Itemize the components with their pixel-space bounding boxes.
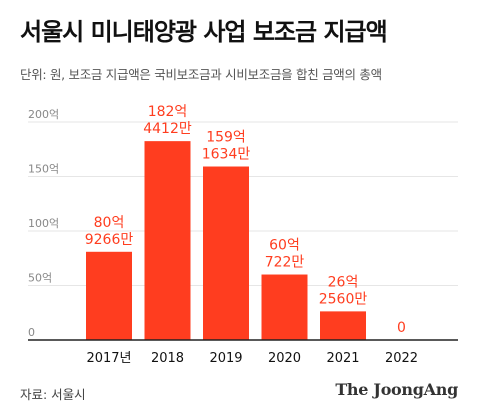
y-tick-label: 150억 — [28, 163, 59, 176]
data-label: 159억 — [206, 130, 246, 146]
bar — [261, 274, 308, 340]
x-tick-label: 2022 — [385, 351, 418, 366]
data-label: 26억 — [328, 274, 359, 290]
bar — [144, 141, 191, 340]
x-tick-label: 2021 — [326, 351, 359, 366]
data-label: 4412만 — [143, 121, 192, 137]
x-tick-label: 2020 — [268, 351, 301, 366]
chart-title: 서울시 미니태양광 사업 보조금 지급액 — [20, 18, 388, 46]
data-label: 0 — [397, 320, 406, 336]
data-label: 1634만 — [202, 147, 251, 163]
y-tick-label: 0 — [28, 326, 35, 339]
data-label: 80억 — [94, 215, 125, 231]
data-label: 2560만 — [319, 291, 368, 307]
data-label: 722만 — [265, 255, 305, 271]
y-tick-label: 100억 — [28, 217, 59, 230]
x-tick-label: 2017년 — [86, 351, 131, 366]
data-label: 182억 — [148, 104, 188, 120]
publisher-logo: The JoongAng — [335, 380, 458, 399]
data-label: 60억 — [269, 238, 300, 254]
bar — [320, 311, 366, 340]
bar — [86, 251, 132, 340]
x-tick-label: 2019 — [209, 351, 242, 366]
x-tick-label: 2018 — [151, 351, 184, 366]
chart-subtitle: 단위: 원, 보조금 지급액은 국비보조금과 시비보조금을 합친 금액의 총액 — [20, 67, 382, 82]
data-label: 9266만 — [85, 232, 134, 248]
y-tick-label: 200억 — [28, 108, 59, 121]
source-note: 자료: 서울시 — [20, 387, 86, 402]
bar — [203, 166, 249, 340]
y-tick-label: 50억 — [28, 272, 52, 285]
